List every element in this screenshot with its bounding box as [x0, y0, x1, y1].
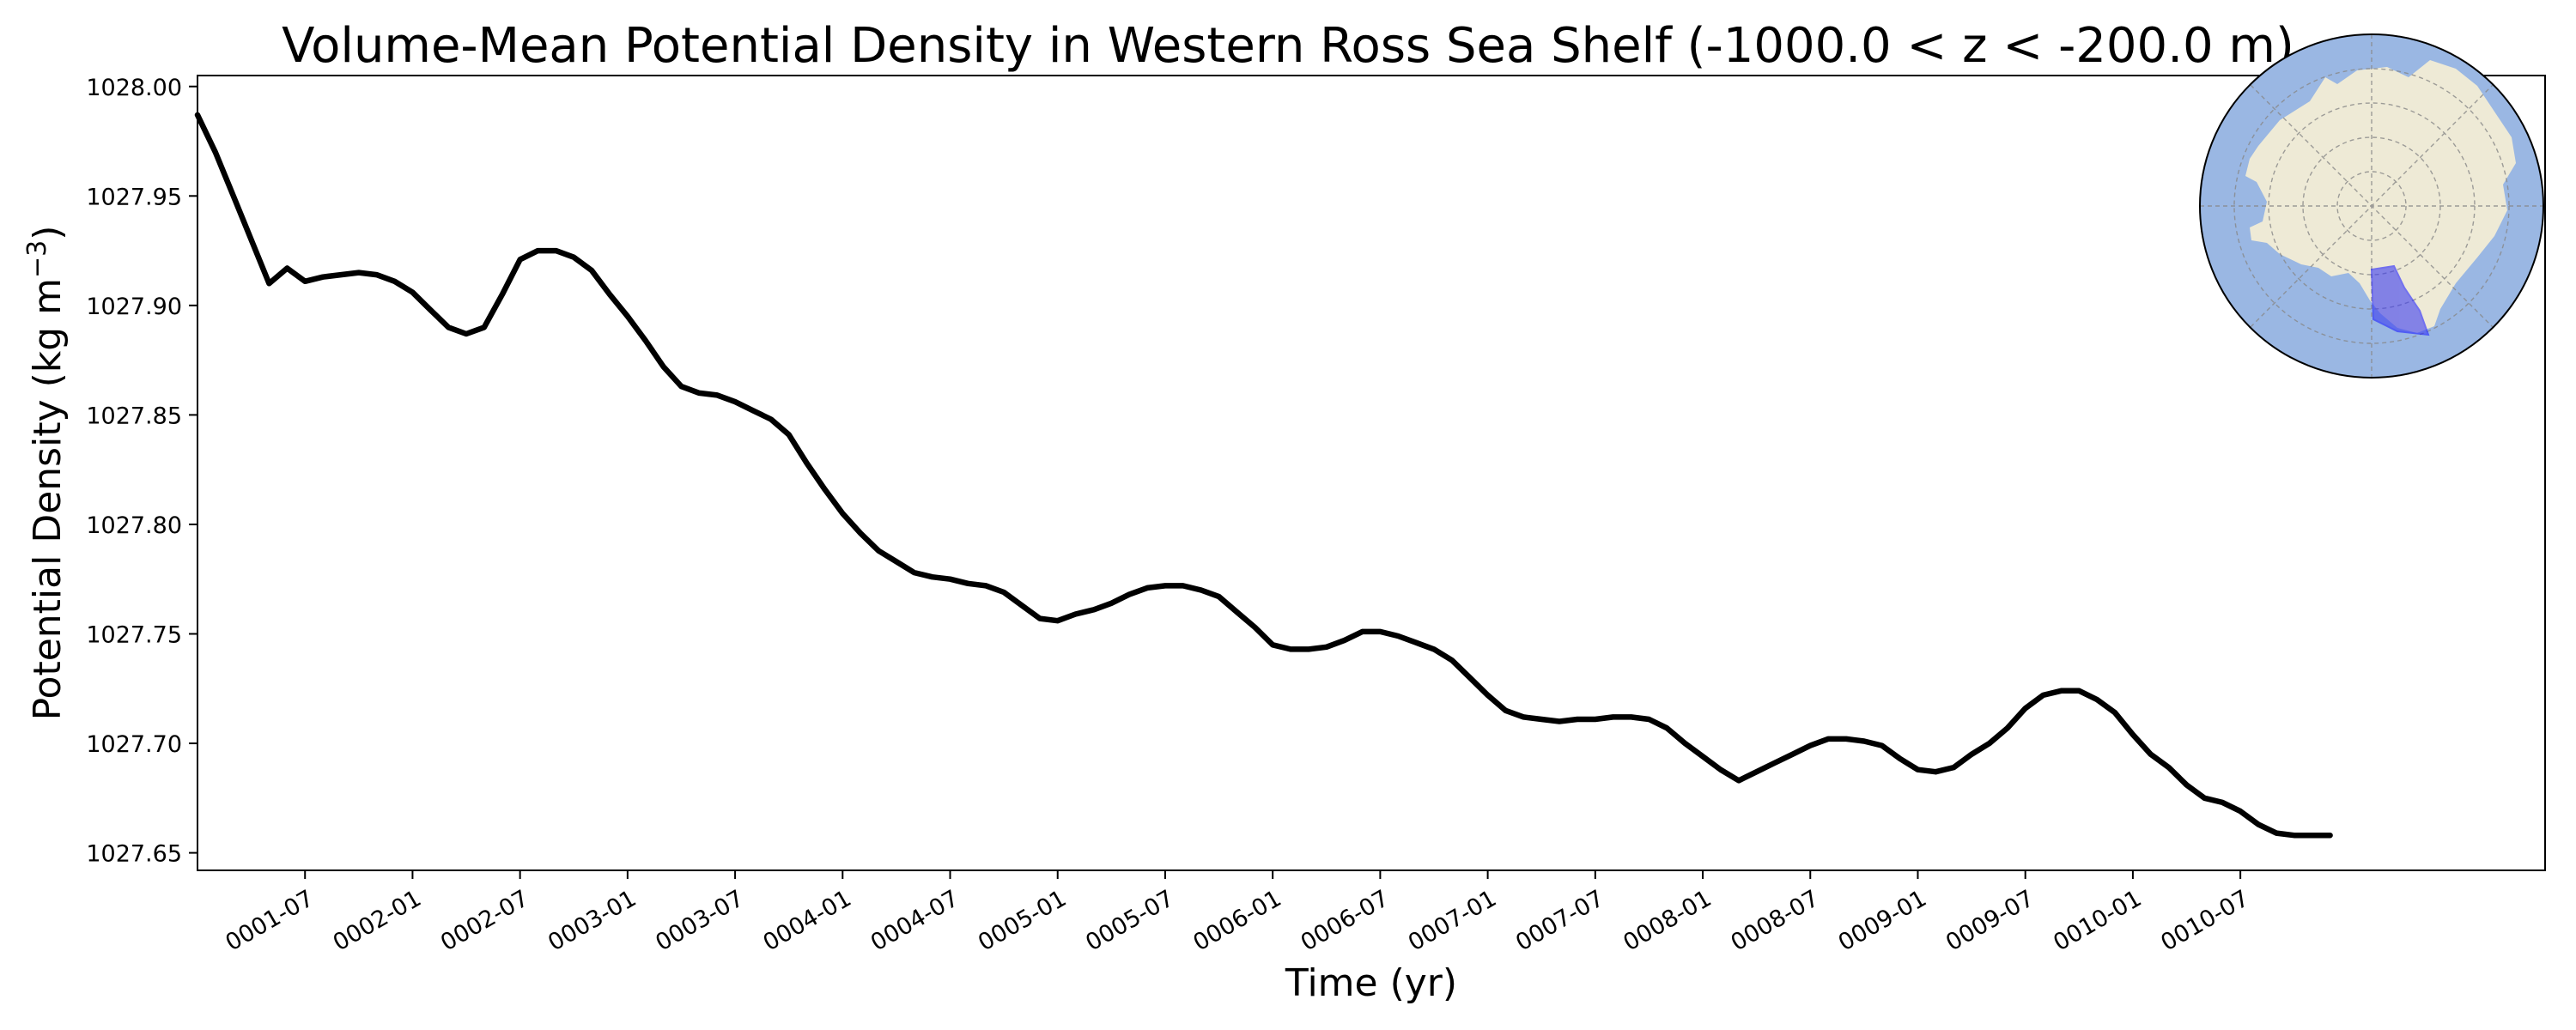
- x-tick-label: 0005-01: [974, 885, 1071, 956]
- x-tick-label: 0009-07: [1941, 885, 2038, 956]
- y-tick-label: 1027.65: [86, 841, 182, 868]
- y-axis-label-exponent: −3: [22, 240, 52, 278]
- x-tick-label: 0002-07: [436, 885, 533, 956]
- y-axis-label-main: Potential Density (kg m: [26, 278, 70, 720]
- map-western-ross-sea-region: [2370, 264, 2430, 336]
- density-series-line: [194, 112, 2333, 839]
- x-tick-label: 0004-01: [759, 885, 856, 956]
- x-tick-label: 0010-01: [2049, 885, 2146, 956]
- x-tick-label: 0006-01: [1188, 885, 1285, 956]
- x-tick-label: 0004-07: [866, 885, 963, 956]
- y-tick-label: 1027.80: [86, 512, 182, 539]
- x-tick-label: 0009-01: [1834, 885, 1931, 956]
- x-tick-label: 0003-07: [651, 885, 748, 956]
- x-tick-label: 0001-07: [222, 885, 319, 956]
- y-tick-label: 1027.90: [86, 294, 182, 320]
- x-tick-label: 0007-07: [1511, 885, 1608, 956]
- y-axis-label: Potential Density (kg m−3): [22, 226, 70, 721]
- y-axis-label-suffix: ): [26, 226, 70, 240]
- y-tick-label: 1027.75: [86, 621, 182, 648]
- x-tick-label: 0005-07: [1081, 885, 1178, 956]
- x-tick-label: 0006-07: [1297, 885, 1394, 956]
- x-axis-label: Time (yr): [1285, 961, 1457, 1005]
- y-tick-label: 1028.00: [86, 75, 182, 101]
- y-axis-ticks: 1027.65 1027.70 1027.75 1027.80 1027.85 1027.…: [86, 75, 197, 868]
- y-tick-label: 1027.95: [86, 184, 182, 210]
- x-tick-label: 0002-01: [329, 885, 426, 956]
- map-graticule: [2200, 34, 2543, 378]
- x-tick-label: 0010-07: [2156, 885, 2253, 956]
- plot-frame: [197, 75, 2546, 871]
- map-boundary: [2199, 33, 2544, 379]
- x-tick-label: 0007-01: [1404, 885, 1501, 956]
- x-axis-ticks: 0001-07 0002-01 0002-07 0003-01 0003-07 0004-…: [222, 870, 2254, 956]
- y-tick-label: 1027.85: [86, 403, 182, 429]
- y-tick-label: 1027.70: [86, 731, 182, 758]
- x-tick-label: 0003-01: [544, 885, 641, 956]
- x-tick-label: 0008-01: [1619, 885, 1716, 956]
- x-tick-label: 0008-07: [1727, 885, 1824, 956]
- inset-antarctica-map: [2199, 33, 2544, 379]
- chart-title: Volume-Mean Potential Density in Western…: [282, 18, 2294, 74]
